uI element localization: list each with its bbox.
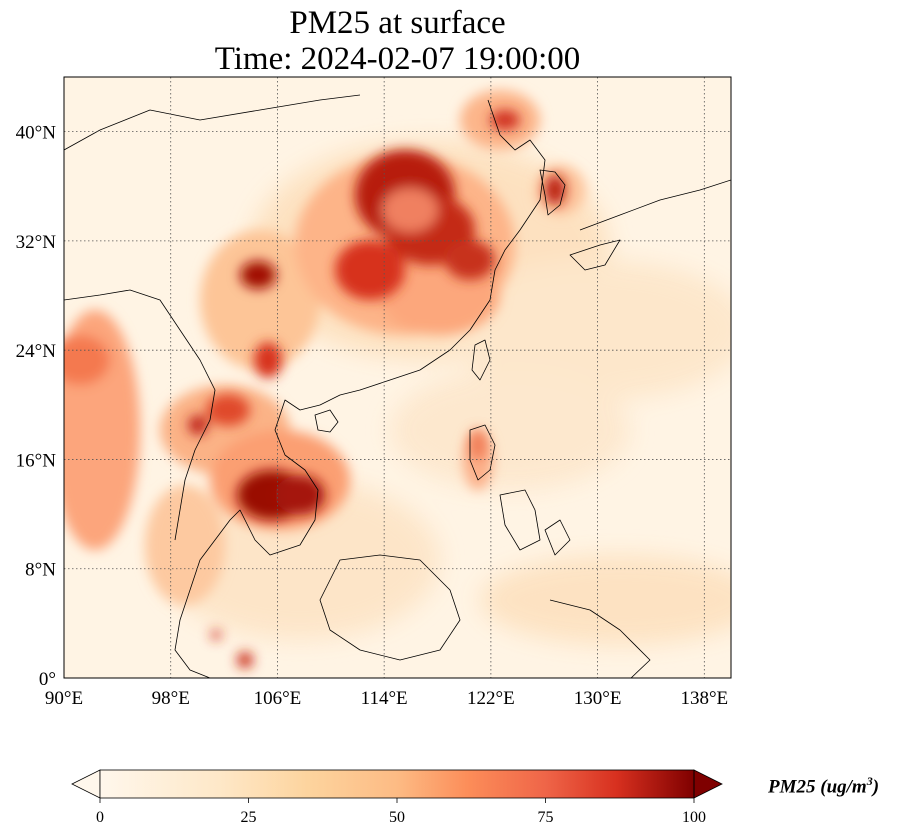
lon-tick-label: 98°E xyxy=(152,688,190,709)
colorbar-tick-label: 75 xyxy=(538,809,554,826)
lon-tick-label: 130°E xyxy=(574,688,622,709)
longitude-labels: 90°E 98°E 106°E 114°E 122°E 130°E 138°E xyxy=(45,688,728,709)
pm25-field xyxy=(64,77,731,678)
colorbar-label-text: PM25 (ug/m xyxy=(768,776,867,798)
colorbar-label-superscript: 3 xyxy=(866,774,873,788)
latitude-labels: 0° 8°N 16°N 24°N 32°N 40°N xyxy=(16,123,57,690)
lat-tick-label: 40°N xyxy=(16,123,57,144)
colorbar-tick-label: 0 xyxy=(96,809,104,826)
lon-tick-label: 122°E xyxy=(467,688,515,709)
colorbar-tick-label: 25 xyxy=(241,809,257,826)
colorbar-gradient xyxy=(100,770,694,798)
lon-tick-label: 90°E xyxy=(45,688,83,709)
lat-tick-label: 0° xyxy=(39,669,56,690)
colorbar-min-arrow xyxy=(71,769,101,799)
lon-tick-label: 138°E xyxy=(680,688,728,709)
lon-tick-label: 114°E xyxy=(361,688,408,709)
colorbar-tick-label: 50 xyxy=(389,809,405,826)
lat-tick-label: 24°N xyxy=(16,341,57,362)
colorbar-ticks: 0 25 50 75 100 xyxy=(96,798,706,826)
map-title-line2: Time: 2024-02-07 19:00:00 xyxy=(214,41,581,77)
map-title-line1: PM25 at surface xyxy=(289,5,506,41)
lat-tick-label: 8°N xyxy=(25,560,56,581)
lat-tick-label: 32°N xyxy=(16,232,57,253)
map-gridlines xyxy=(64,77,731,678)
lon-tick-label: 106°E xyxy=(254,688,302,709)
lat-tick-label: 16°N xyxy=(16,450,57,471)
colorbar-tick-label: 100 xyxy=(682,809,706,826)
colorbar-label-close: ) xyxy=(872,776,880,798)
colorbar-label: PM25 (ug/m3) xyxy=(768,774,879,798)
map-frame xyxy=(63,76,732,679)
colorbar-max-arrow xyxy=(693,769,723,799)
colorbar: 0 25 50 75 100 xyxy=(71,769,723,826)
